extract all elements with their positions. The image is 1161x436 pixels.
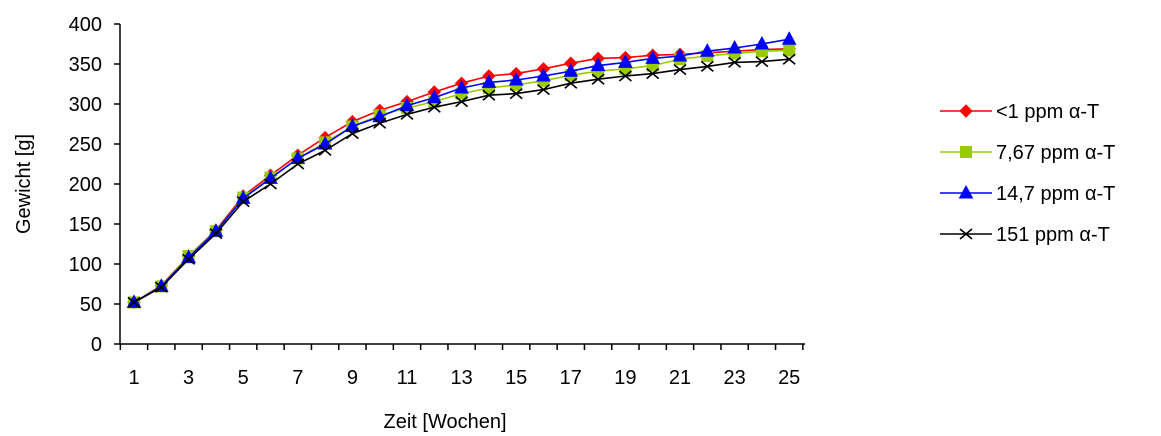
data-point bbox=[345, 118, 360, 132]
data-point bbox=[291, 158, 305, 170]
data-point bbox=[536, 67, 551, 82]
x-tick-label: 19 bbox=[614, 367, 636, 389]
data-point bbox=[699, 43, 715, 57]
data-point bbox=[481, 74, 497, 88]
data-point bbox=[728, 56, 742, 69]
y-tick-label: 0 bbox=[91, 334, 102, 356]
data-point bbox=[618, 54, 633, 68]
x-tick-label: 7 bbox=[292, 367, 303, 389]
data-point bbox=[754, 35, 770, 50]
legend-label: <1 ppm α-T bbox=[996, 101, 1099, 123]
data-point bbox=[426, 89, 442, 104]
data-point bbox=[781, 31, 797, 45]
data-point bbox=[318, 144, 332, 157]
data-point bbox=[373, 117, 387, 129]
x-tick-label: 1 bbox=[128, 367, 139, 389]
x-tick-label: 23 bbox=[723, 367, 745, 389]
legend-marker bbox=[959, 228, 973, 240]
x-tick-label: 13 bbox=[450, 367, 472, 389]
data-point bbox=[591, 73, 605, 85]
data-point bbox=[536, 83, 551, 96]
series-triangle bbox=[126, 31, 797, 308]
x-axis-title: Zeit [Wochen] bbox=[383, 411, 506, 433]
data-point bbox=[127, 296, 141, 309]
legend-item: <1 ppm α-T bbox=[940, 101, 1099, 123]
y-tick-label: 300 bbox=[69, 94, 102, 116]
y-axis-ticks: 0 50 100 150 200 250 300 350 400 bbox=[69, 14, 120, 356]
y-tick-label: 100 bbox=[69, 254, 102, 276]
data-point bbox=[263, 178, 278, 190]
data-point bbox=[345, 127, 359, 140]
data-point bbox=[645, 50, 661, 64]
data-point bbox=[154, 281, 168, 293]
y-tick-label: 50 bbox=[80, 294, 102, 316]
data-point bbox=[482, 89, 496, 101]
data-point bbox=[372, 108, 388, 123]
legend-marker bbox=[959, 104, 973, 118]
y-axis-title: Gewicht [g] bbox=[13, 134, 35, 234]
data-point bbox=[454, 79, 469, 94]
data-point bbox=[727, 39, 742, 54]
x-tick-label: 3 bbox=[183, 367, 194, 389]
legend-label: 14,7 ppm α-T bbox=[996, 183, 1115, 205]
data-point bbox=[508, 71, 524, 86]
y-tick-label: 250 bbox=[69, 134, 102, 156]
data-point bbox=[618, 70, 632, 82]
data-point bbox=[427, 101, 441, 113]
data-point bbox=[782, 53, 796, 65]
data-point bbox=[672, 47, 688, 62]
x-tick-label: 5 bbox=[238, 367, 249, 389]
data-point bbox=[399, 97, 415, 112]
data-point bbox=[755, 55, 769, 68]
y-tick-label: 200 bbox=[69, 174, 102, 196]
data-point bbox=[236, 195, 250, 208]
x-axis-ticks: 1 3 5 7 9 11 13 15 17 19 21 23 25 bbox=[119, 344, 804, 389]
legend-item: 7,67 ppm α-T bbox=[940, 142, 1115, 164]
data-point bbox=[590, 57, 606, 72]
y-tick-label: 150 bbox=[69, 214, 102, 236]
y-tick-label: 400 bbox=[69, 14, 102, 36]
legend-item: 14,7 ppm α-T bbox=[940, 183, 1115, 205]
data-point bbox=[783, 44, 796, 57]
legend-label: 151 ppm α-T bbox=[996, 224, 1110, 246]
x-tick-label: 9 bbox=[347, 367, 358, 389]
x-tick-label: 11 bbox=[397, 367, 418, 389]
data-point bbox=[509, 87, 523, 100]
data-point bbox=[400, 108, 414, 121]
legend-marker bbox=[960, 146, 972, 158]
data-point bbox=[564, 77, 578, 89]
data-point bbox=[317, 135, 333, 150]
data-point bbox=[455, 95, 469, 108]
legend-label: 7,67 ppm α-T bbox=[996, 142, 1115, 164]
data-point bbox=[673, 63, 687, 76]
data-point bbox=[563, 63, 579, 77]
data-point bbox=[700, 60, 714, 73]
series-group bbox=[126, 31, 797, 310]
x-tick-label: 25 bbox=[778, 367, 800, 389]
axes bbox=[119, 24, 805, 345]
x-tick-label: 21 bbox=[669, 367, 691, 389]
y-tick-label: 350 bbox=[69, 54, 102, 76]
legend-item: 151 ppm α-T bbox=[940, 224, 1110, 246]
data-point bbox=[182, 253, 196, 265]
series-x bbox=[127, 53, 796, 309]
legend: <1 ppm α-T 7,67 ppm α-T 14,7 ppm α-T 151 pp… bbox=[940, 101, 1115, 246]
legend-marker bbox=[958, 184, 974, 199]
data-point bbox=[209, 227, 223, 240]
x-tick-label: 15 bbox=[505, 367, 527, 389]
x-tick-label: 17 bbox=[560, 367, 582, 389]
data-point bbox=[646, 67, 660, 80]
